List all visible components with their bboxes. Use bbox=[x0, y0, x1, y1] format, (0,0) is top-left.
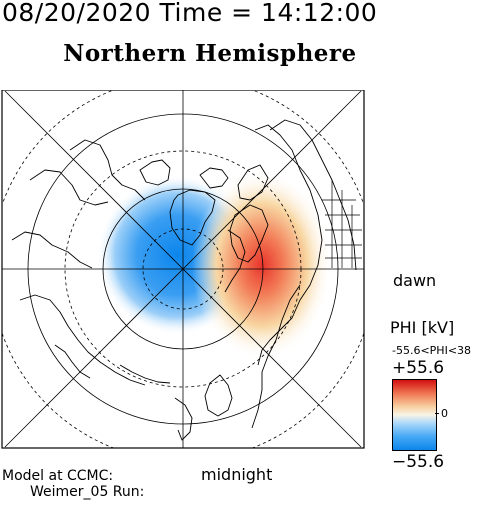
midnight-label: midnight bbox=[201, 465, 273, 484]
colorbar-range-text: -55.6<PHI<38 bbox=[392, 344, 472, 357]
coastal-grid bbox=[322, 180, 362, 268]
coastlines bbox=[11, 119, 357, 441]
colorbar-quantity-label: PHI [kV] bbox=[390, 318, 455, 337]
meridian-diagonal-2 bbox=[4, 90, 362, 448]
date-time-header: 08/20/2020 Time = 14:12:00 bbox=[2, 0, 378, 27]
polar-map bbox=[1, 90, 365, 449]
colorbar-min-label: −55.6 bbox=[392, 452, 445, 472]
plot-title: Northern Hemisphere bbox=[63, 40, 357, 67]
colorbar-zero-tick bbox=[435, 413, 439, 414]
model-label: Model at CCMC: bbox=[2, 468, 114, 484]
colorbar bbox=[392, 379, 437, 451]
colorbar-zero-label: 0 bbox=[441, 407, 448, 420]
map-frame bbox=[1, 90, 365, 449]
colorbar-max-label: +55.6 bbox=[392, 358, 445, 378]
dawn-label: dawn bbox=[393, 271, 437, 290]
run-label: Weimer_05 Run: bbox=[30, 484, 145, 500]
